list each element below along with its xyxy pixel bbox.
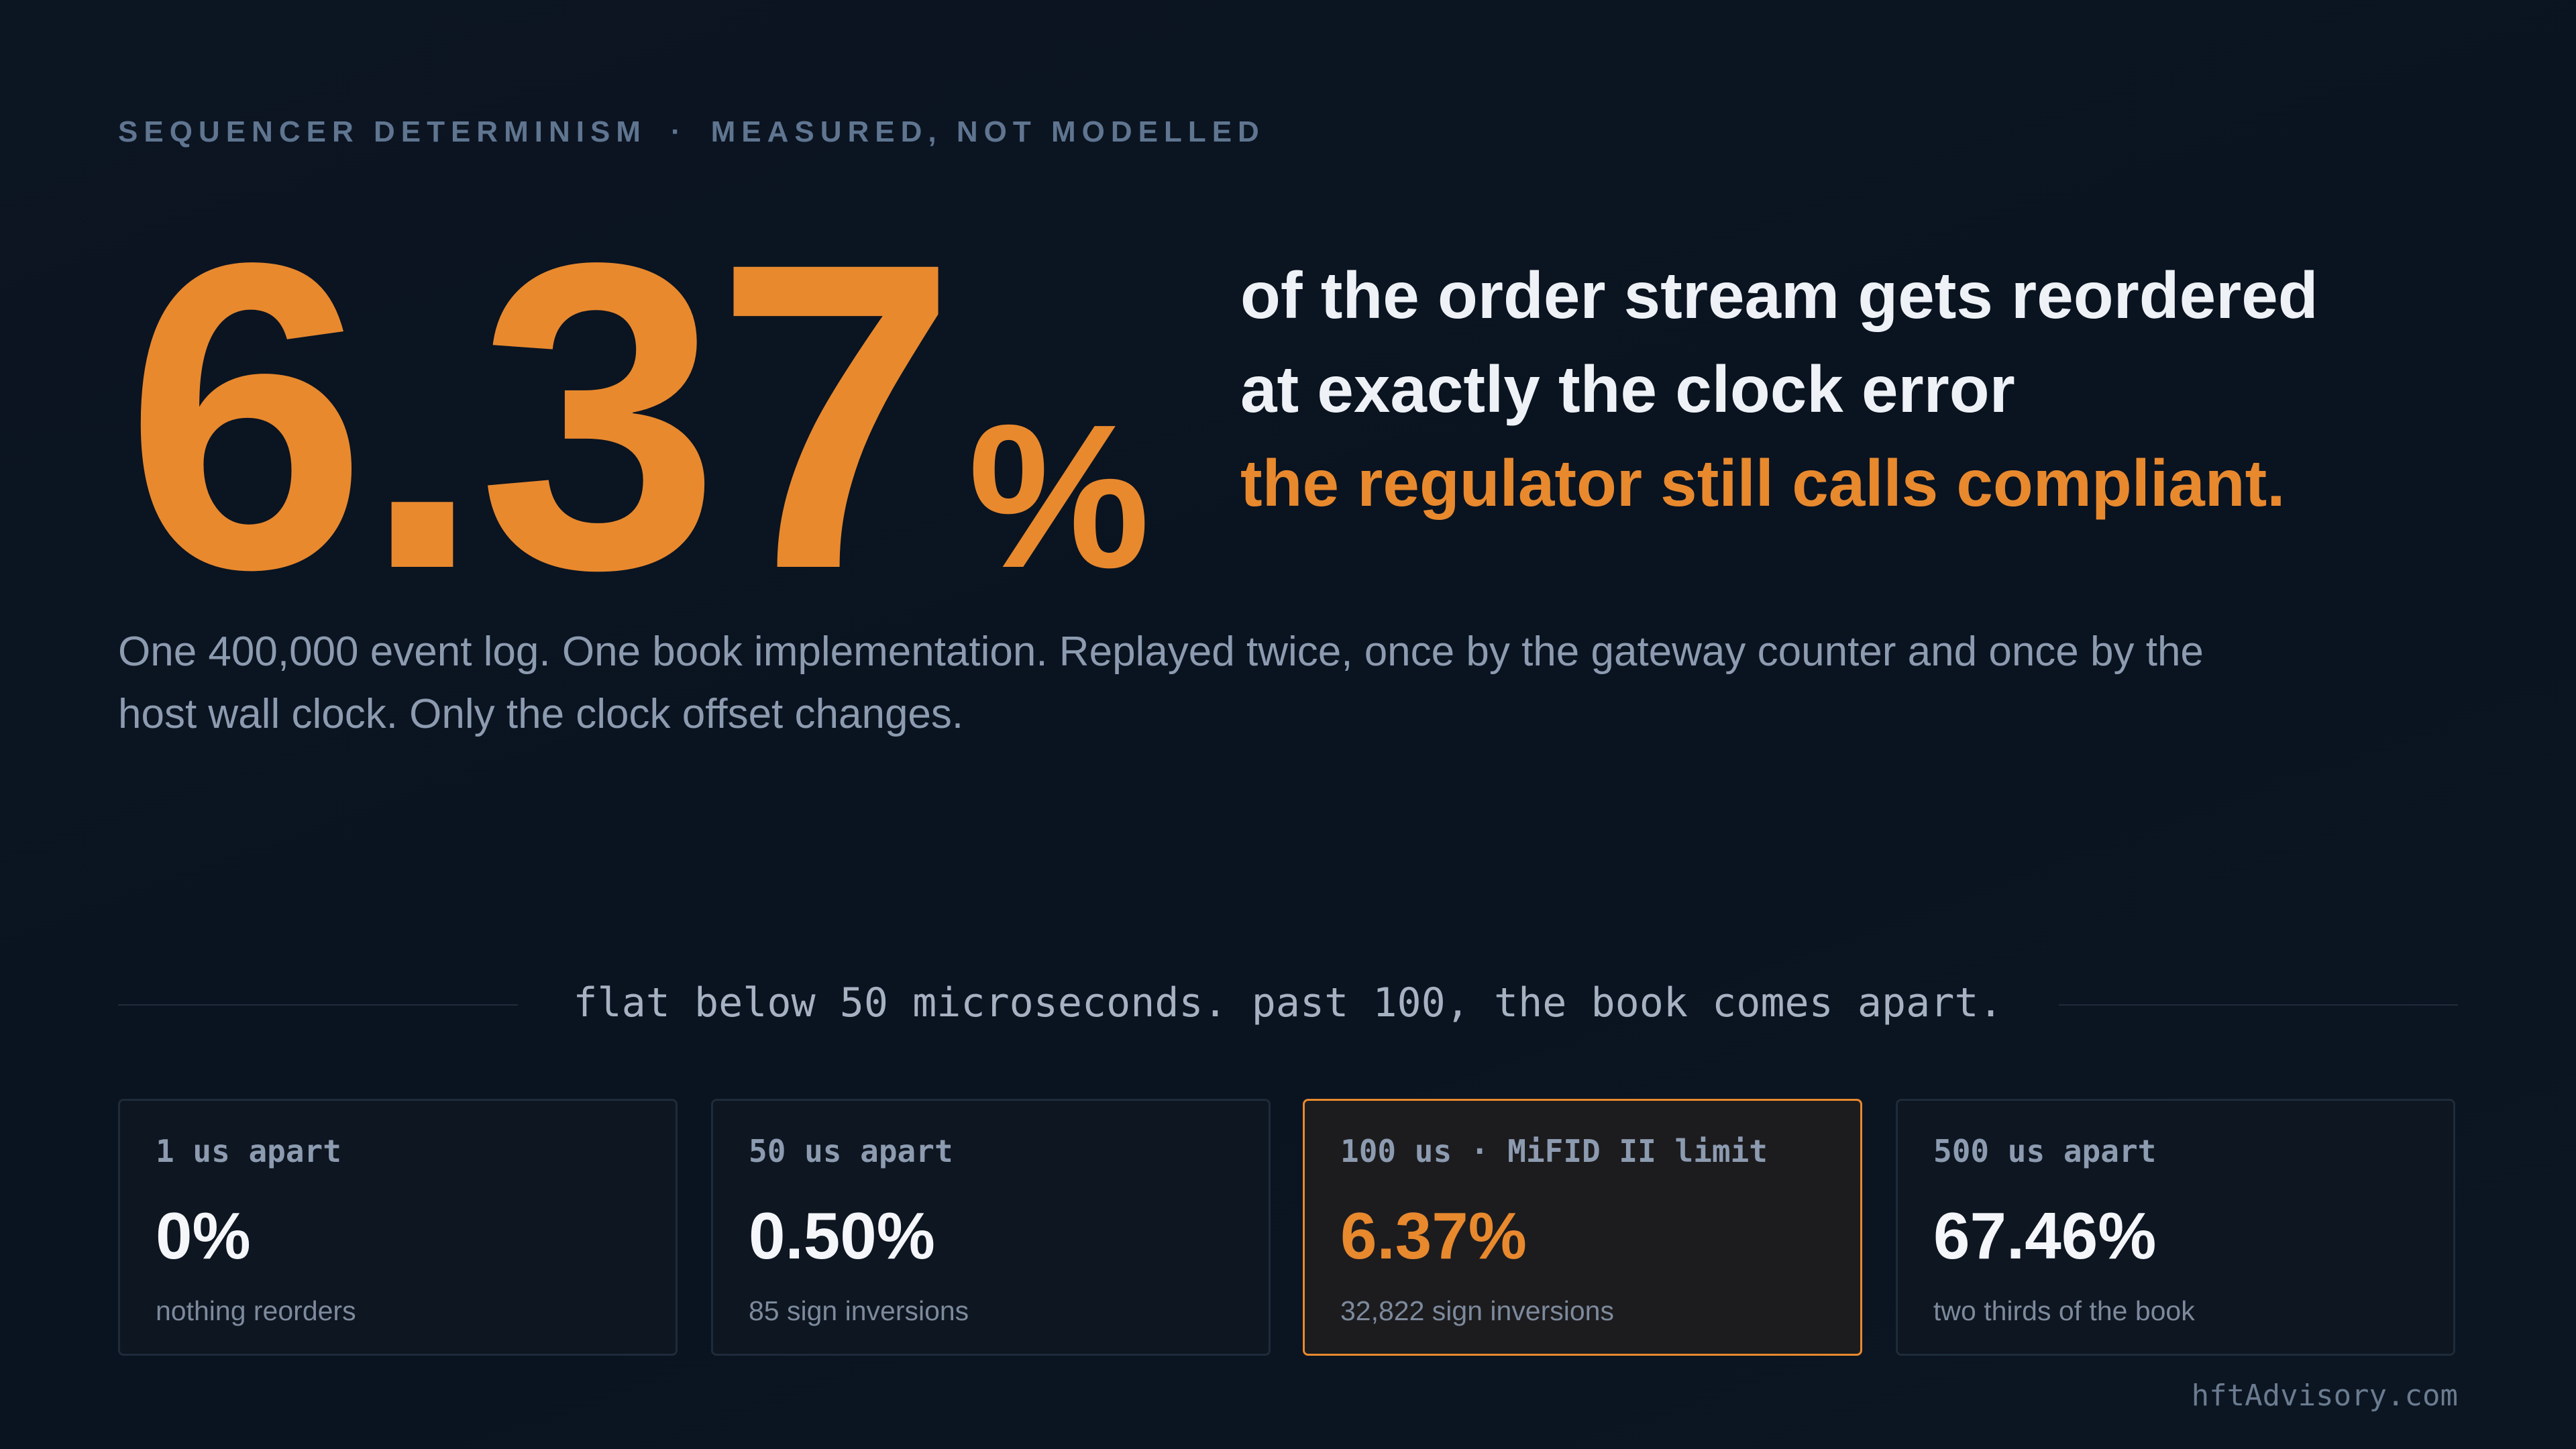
- card-value: 67.46%: [1933, 1199, 2157, 1273]
- hero-figure: 6.37%: [125, 198, 1150, 634]
- card-label: 50 us apart: [749, 1133, 953, 1169]
- stat-card: 1 us apart 0% nothing reorders: [118, 1099, 678, 1356]
- claim: of the order stream gets reordered at ex…: [1240, 248, 2318, 530]
- card-value: 6.37%: [1340, 1199, 1527, 1273]
- kicker-note: MEASURED, NOT MODELLED: [710, 115, 1265, 148]
- figure-unit: %: [968, 382, 1150, 610]
- stat-card: 500 us apart 67.46% two thirds of the bo…: [1896, 1099, 2455, 1356]
- kicker-text: SEQUENCER DETERMINISM: [118, 115, 647, 148]
- divider-line: [2059, 1004, 2458, 1006]
- footer: hftAdvisory.com: [2191, 1379, 2458, 1413]
- card-label: 1 us apart: [156, 1133, 341, 1169]
- divider-caption: flat below 50 microseconds. past 100, th…: [573, 979, 2003, 1026]
- stat-card: 100 us · MiFID II limit 6.37% 32,822 sig…: [1303, 1099, 1862, 1356]
- card-value: 0%: [156, 1199, 251, 1273]
- claim-line: of the order stream gets reordered: [1240, 258, 2318, 332]
- card-label: 100 us · MiFID II limit: [1340, 1133, 1768, 1169]
- claim-line: at exactly the clock error: [1240, 352, 2015, 426]
- card-note: nothing reorders: [156, 1295, 356, 1326]
- stat-card: 50 us apart 0.50% 85 sign inversions: [711, 1099, 1271, 1356]
- card-note: 85 sign inversions: [749, 1295, 969, 1326]
- claim-highlight: the regulator still calls compliant.: [1240, 446, 2286, 520]
- card-note: two thirds of the book: [1933, 1295, 2195, 1326]
- card-label: 500 us apart: [1933, 1133, 2157, 1169]
- description: One 400,000 event log. One book implemen…: [118, 629, 2204, 737]
- divider-line: [118, 1004, 518, 1006]
- separator: ·: [670, 115, 687, 148]
- card-value: 0.50%: [749, 1199, 935, 1273]
- kicker: SEQUENCER DETERMINISM · MEASURED, NOT MODE…: [118, 115, 1265, 149]
- card-note: 32,822 sign inversions: [1340, 1295, 1614, 1326]
- figure: 6.37: [125, 172, 957, 659]
